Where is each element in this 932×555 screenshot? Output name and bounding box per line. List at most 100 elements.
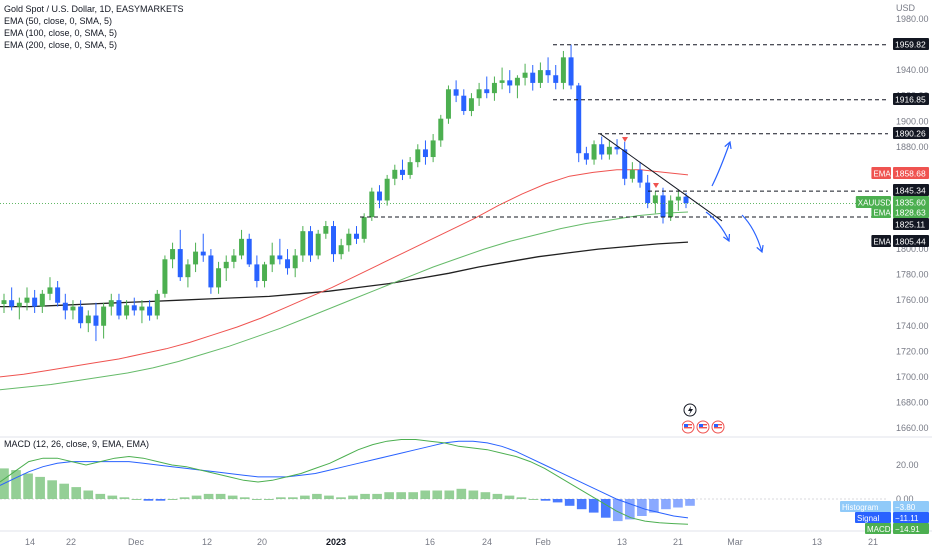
price-tag-bg bbox=[871, 235, 891, 247]
candle-body bbox=[384, 178, 390, 201]
candle bbox=[560, 50, 566, 90]
candle bbox=[484, 76, 490, 99]
price-label-value: 1825.11 bbox=[895, 220, 925, 230]
macd-histogram-bar bbox=[480, 492, 491, 499]
candle-body bbox=[407, 162, 413, 175]
indicator-ema100-label[interactable]: EMA (100, close, 0, SMA, 5) bbox=[4, 28, 118, 38]
candle bbox=[70, 300, 76, 320]
candle-body bbox=[147, 306, 153, 316]
candle bbox=[154, 289, 160, 320]
price-label-value: 1959.82 bbox=[895, 40, 926, 50]
candle-body bbox=[560, 57, 566, 83]
x-tick-label: 24 bbox=[482, 537, 492, 547]
y-tick-label: 1880.00 bbox=[896, 142, 929, 152]
price-tag-bg bbox=[871, 167, 891, 179]
macd-histogram-bar bbox=[396, 492, 406, 499]
candle-body bbox=[131, 305, 137, 311]
macd-value-label: Signal −11.11 bbox=[855, 512, 929, 523]
candle bbox=[530, 65, 536, 91]
indicator-ema50-label[interactable]: EMA (50, close, 0, SMA, 5) bbox=[4, 16, 113, 26]
ema-50-line bbox=[0, 169, 689, 378]
indicator-ema200-label[interactable]: EMA (200, close, 0, SMA, 5) bbox=[4, 40, 118, 50]
candle-body bbox=[675, 196, 681, 201]
macd-histogram-bar bbox=[600, 499, 611, 518]
macd-histogram-bar bbox=[612, 499, 623, 522]
price-label-bg bbox=[893, 167, 929, 179]
event-icons bbox=[682, 403, 725, 434]
candle bbox=[476, 82, 482, 106]
y-tick-label: 1740.00 bbox=[896, 321, 929, 331]
symbol-title[interactable]: Gold Spot / U.S. Dollar, 1D, EASYMARKETS bbox=[4, 4, 184, 14]
candle bbox=[430, 134, 436, 163]
y-tick-label: 1700.00 bbox=[896, 372, 929, 382]
y-tick-label: 1900.00 bbox=[896, 116, 929, 126]
candle bbox=[239, 229, 245, 260]
macd-histogram-bar bbox=[312, 493, 322, 499]
macd-value-text: −11.11 bbox=[895, 514, 919, 523]
candle bbox=[606, 140, 612, 160]
y-tick-label: 1760.00 bbox=[896, 295, 929, 305]
candle-body bbox=[101, 306, 107, 326]
price-label-bg bbox=[893, 206, 929, 218]
candle bbox=[254, 255, 260, 288]
candle-body bbox=[223, 261, 229, 269]
price-tag-bg bbox=[871, 206, 891, 218]
price-label-value: 1858.68 bbox=[895, 169, 926, 179]
macd-value-bg bbox=[893, 523, 929, 534]
price-label: 1858.68 EMA bbox=[871, 167, 929, 179]
macd-histogram-bar bbox=[408, 492, 419, 499]
macd-histogram-bar bbox=[47, 480, 57, 499]
candle bbox=[637, 162, 643, 188]
projection-arrow bbox=[741, 214, 763, 253]
macd-histogram-bar bbox=[685, 499, 695, 506]
price-label: 1845.34 bbox=[893, 184, 929, 196]
candle-body bbox=[645, 182, 651, 204]
macd-histogram-bar bbox=[143, 499, 154, 501]
x-tick-label: Dec bbox=[128, 537, 145, 547]
candle-body bbox=[200, 251, 206, 256]
candle-body bbox=[39, 293, 45, 307]
macd-histogram-bar bbox=[59, 483, 69, 499]
price-label-bg bbox=[893, 127, 929, 139]
candle-body bbox=[591, 144, 597, 160]
price-label: 1805.44 EMA bbox=[871, 235, 929, 247]
candle bbox=[116, 293, 122, 320]
macd-histogram-bar bbox=[492, 493, 503, 499]
x-tick-label: Feb bbox=[535, 537, 551, 547]
price-label-bg bbox=[893, 38, 929, 50]
macd-histogram-bar bbox=[275, 497, 286, 499]
candle bbox=[85, 310, 91, 333]
candle bbox=[629, 162, 635, 183]
candle-body bbox=[430, 140, 436, 158]
x-tick-label: 13 bbox=[617, 537, 627, 547]
candle-body bbox=[231, 255, 237, 262]
candle-body bbox=[346, 233, 352, 246]
macd-legend[interactable]: MACD (12, 26, close, 9, EMA, EMA) bbox=[4, 439, 150, 449]
macd-value-bg bbox=[893, 501, 929, 512]
candle bbox=[47, 277, 53, 301]
candle-body bbox=[116, 300, 122, 316]
candle-body bbox=[300, 231, 306, 256]
candle-body bbox=[323, 226, 329, 234]
candle bbox=[9, 287, 15, 311]
candle-body bbox=[660, 195, 666, 218]
macd-histogram-bar bbox=[420, 490, 431, 499]
macd-histogram-bar bbox=[23, 473, 33, 499]
candle bbox=[124, 300, 130, 320]
macd-histogram-bar bbox=[528, 499, 539, 500]
signal-triangle bbox=[653, 183, 659, 188]
price-label: 1825.11 bbox=[893, 218, 929, 230]
candle bbox=[223, 255, 229, 282]
candle bbox=[407, 157, 413, 179]
macd-y-tick: 0.00 bbox=[896, 494, 914, 504]
arrow-head bbox=[756, 244, 764, 254]
candle-body bbox=[683, 196, 689, 204]
price-label-bg bbox=[893, 218, 929, 230]
candle bbox=[108, 293, 114, 316]
candle bbox=[193, 242, 199, 273]
price-label: 1959.82 bbox=[893, 38, 929, 50]
us-flag-icon bbox=[696, 420, 710, 434]
candle bbox=[438, 114, 444, 147]
macd-histogram-bar bbox=[107, 495, 118, 499]
